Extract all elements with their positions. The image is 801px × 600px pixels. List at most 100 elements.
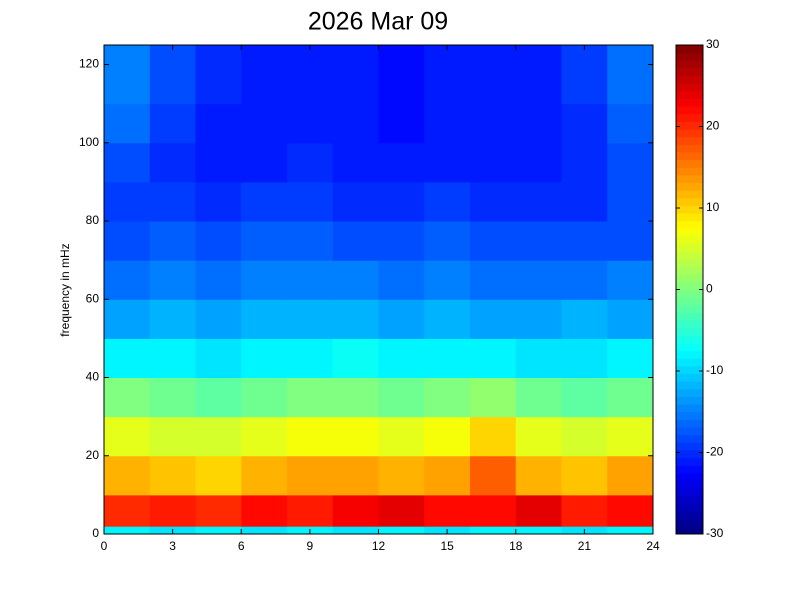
heatmap-cell [470, 416, 517, 457]
heatmap-cell [607, 377, 654, 418]
colorbar-swatch [676, 388, 703, 397]
y-tick-label: 0 [92, 526, 99, 540]
heatmap-cell [515, 494, 562, 527]
colorbar-swatch [676, 327, 703, 336]
heatmap-cell [104, 103, 151, 144]
heatmap-cell [515, 338, 562, 379]
colorbar-swatch [676, 205, 703, 214]
heatmap-cell [149, 103, 196, 144]
heatmap-cell [607, 416, 654, 457]
heatmap-cell [561, 455, 608, 496]
y-tick-label: 20 [86, 448, 100, 462]
x-tick-label: 24 [646, 539, 660, 553]
colorbar-swatch [676, 236, 703, 245]
heatmap-cell [332, 142, 379, 183]
heatmap-cell [195, 45, 242, 105]
colorbar-swatch [676, 457, 703, 466]
heatmap-cell [470, 221, 517, 261]
colorbar-tick-label: 20 [706, 119, 720, 133]
colorbar-swatch [676, 304, 703, 313]
heatmap-cell [470, 494, 517, 527]
heatmap-cell [515, 103, 562, 144]
heatmap-cell [470, 299, 517, 339]
heatmap-cell [287, 221, 334, 261]
heatmap-cell [470, 103, 517, 144]
colorbar-swatch [676, 449, 703, 459]
heatmap-cell [378, 526, 425, 535]
heatmap-cell [149, 338, 196, 379]
heatmap-cell [287, 455, 334, 496]
colorbar-swatch [676, 167, 703, 176]
heatmap-cell [561, 103, 608, 144]
colorbar-swatch [676, 396, 703, 405]
heatmap-cell [149, 142, 196, 183]
heatmap-cell [195, 260, 242, 300]
heatmap-cell [104, 416, 151, 457]
chart-title: 2026 Mar 09 [308, 8, 448, 36]
heatmap-cell [195, 221, 242, 261]
heatmap-cell [424, 181, 471, 222]
colorbar-swatch [676, 335, 703, 344]
colorbar-swatch [676, 419, 703, 428]
colorbar-swatch [676, 182, 703, 191]
heatmap-cell [378, 299, 425, 339]
heatmap-cell [195, 526, 242, 535]
colorbar-swatch [676, 75, 703, 84]
colorbar-swatch [676, 404, 703, 413]
colorbar-swatch [676, 98, 703, 107]
heatmap-cell [515, 299, 562, 339]
heatmap-cell [561, 45, 608, 105]
colorbar-swatch [676, 358, 703, 367]
heatmap-cell [561, 416, 608, 457]
heatmap-cell [607, 455, 654, 496]
x-tick-label: 12 [372, 539, 386, 553]
heatmap-cell [424, 416, 471, 457]
heatmap-cell [561, 221, 608, 261]
heatmap-cell [470, 45, 517, 105]
heatmap-cell [378, 260, 425, 300]
heatmap-cell [104, 45, 151, 105]
heatmap-cell [607, 338, 654, 379]
heatmap-cell [332, 494, 379, 527]
colorbar-swatch [676, 365, 703, 375]
heatmap-cell [195, 181, 242, 222]
heatmap-cell [241, 260, 288, 300]
heatmap-cell [332, 260, 379, 300]
heatmap-cell [332, 416, 379, 457]
colorbar-swatch [676, 213, 703, 222]
heatmap-cell [195, 299, 242, 339]
heatmap-cell [241, 416, 288, 457]
heatmap-cell [607, 181, 654, 222]
heatmap-cell [332, 377, 379, 418]
heatmap-cell [241, 181, 288, 222]
heatmap-cell [378, 338, 425, 379]
heatmap-cell [149, 45, 196, 105]
heatmap-cell [607, 299, 654, 339]
heatmap-cell [104, 260, 151, 300]
heatmap-cell [378, 142, 425, 183]
colorbar-swatch [676, 243, 703, 252]
heatmap-cell [515, 45, 562, 105]
colorbar-swatch [676, 312, 703, 321]
colorbar-swatch [676, 480, 703, 489]
heatmap-cell [607, 45, 654, 105]
heatmap-cell [332, 221, 379, 261]
heatmap-cell [561, 142, 608, 183]
x-tick-label: 0 [101, 539, 108, 553]
heatmap-cell [607, 103, 654, 144]
heatmap-cell [104, 299, 151, 339]
colorbar-swatch [676, 526, 703, 535]
heatmap-cell [332, 103, 379, 144]
heatmap-cell [378, 377, 425, 418]
colorbar-swatch [676, 258, 703, 268]
colorbar-swatch [676, 190, 703, 199]
heatmap-cell [195, 455, 242, 496]
heatmap-cell [241, 377, 288, 418]
heatmap-cell [378, 416, 425, 457]
colorbar-tick-label: -30 [706, 526, 724, 540]
colorbar-swatch [676, 342, 703, 352]
heatmap-cell [424, 221, 471, 261]
heatmap-cell [378, 181, 425, 222]
heatmap-cell [561, 299, 608, 339]
heatmap-cell [607, 260, 654, 300]
